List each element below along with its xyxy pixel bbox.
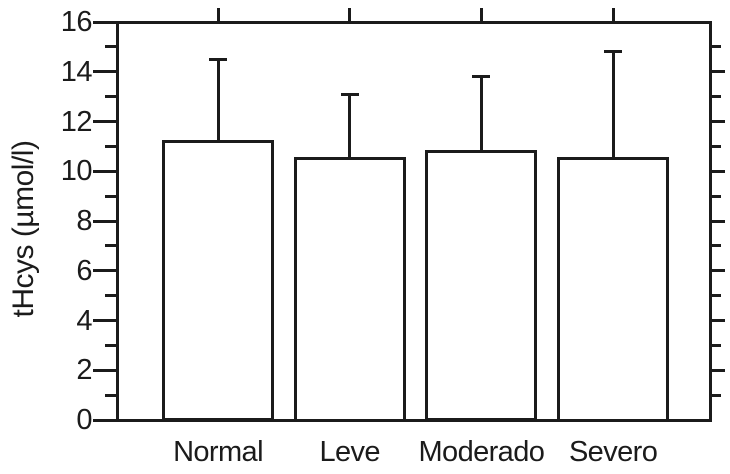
top-axis-tick-severo (611, 7, 615, 21)
right-axis-minor-tick (710, 144, 721, 148)
error-bar-cap-leve (340, 92, 359, 96)
y-axis-line (115, 20, 119, 422)
y-axis-major-tick (93, 269, 117, 273)
error-bar-stem-moderado (479, 76, 483, 152)
right-axis-major-tick (710, 70, 725, 74)
top-axis-line (115, 20, 712, 24)
y-tick-label: 10 (60, 155, 93, 188)
y-tick-label: 12 (60, 105, 93, 138)
y-tick-label: 6 (76, 254, 92, 287)
x-category-label-moderado: Moderado (418, 436, 545, 468)
right-axis-minor-tick (710, 95, 721, 99)
right-axis-minor-tick (710, 45, 721, 49)
y-tick-label: 0 (76, 404, 92, 436)
y-axis-major-tick (93, 169, 117, 173)
x-axis-line (115, 418, 712, 422)
y-tick-label: 14 (60, 55, 93, 88)
y-tick-label: 2 (76, 354, 92, 387)
y-axis-major-tick (93, 418, 117, 422)
right-axis-minor-tick (710, 244, 721, 248)
y-axis-minor-tick (105, 95, 117, 99)
y-axis-minor-tick (105, 194, 117, 198)
right-axis-major-tick (710, 269, 725, 273)
right-axis-minor-tick (710, 343, 721, 347)
y-axis-major-tick (93, 20, 117, 24)
y-axis-minor-tick (105, 244, 117, 248)
bar-severo (557, 157, 670, 422)
right-axis-minor-tick (710, 393, 721, 397)
right-axis-major-tick (710, 219, 725, 223)
right-axis-major-tick (710, 368, 725, 372)
y-axis-major-tick (93, 368, 117, 372)
y-tick-label: 4 (76, 304, 92, 337)
right-axis-major-tick (710, 169, 725, 173)
y-tick-label: 16 (60, 6, 93, 38)
y-axis-major-tick (93, 219, 117, 223)
error-bar-stem-normal (216, 59, 220, 142)
y-axis-minor-tick (105, 294, 117, 298)
right-axis-minor-tick (710, 294, 721, 298)
y-axis-minor-tick (105, 343, 117, 347)
x-category-label-leve: Leve (319, 436, 380, 468)
error-bar-stem-leve (348, 94, 352, 159)
right-axis-major-tick (710, 120, 725, 123)
x-category-label-normal: Normal (173, 436, 263, 468)
error-bar-stem-severo (611, 51, 615, 159)
top-axis-tick-leve (348, 7, 352, 21)
error-bar-cap-moderado (472, 75, 491, 79)
y-axis-minor-tick (105, 45, 117, 49)
y-axis-minor-tick (105, 144, 117, 148)
bar-leve (293, 157, 406, 422)
bar-moderado (425, 149, 538, 422)
top-axis-tick-moderado (479, 7, 483, 21)
y-axis-title: tHcys (µmol/l) (7, 140, 40, 318)
error-bar-cap-normal (209, 57, 227, 61)
y-axis-major-tick (93, 120, 117, 123)
bar-normal (162, 139, 274, 422)
y-axis-minor-tick (105, 393, 117, 397)
top-axis-tick-normal (216, 7, 220, 21)
y-axis-major-tick (93, 319, 117, 322)
right-axis-major-tick (710, 319, 725, 322)
right-axis-minor-tick (710, 194, 721, 198)
y-axis-major-tick (93, 70, 117, 74)
error-bar-cap-severo (604, 50, 623, 54)
y-tick-label: 8 (76, 205, 92, 237)
x-category-label-severo: Severo (568, 436, 658, 468)
